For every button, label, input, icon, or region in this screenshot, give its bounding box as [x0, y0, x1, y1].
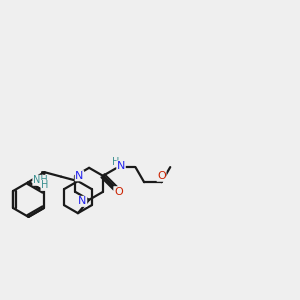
Text: N: N	[117, 161, 125, 171]
Text: NH: NH	[33, 175, 48, 185]
Text: N: N	[75, 171, 84, 181]
Text: O: O	[114, 187, 123, 197]
Text: H: H	[112, 157, 119, 167]
Text: H: H	[41, 180, 48, 190]
Text: N: N	[78, 196, 87, 206]
Text: O: O	[157, 171, 166, 181]
